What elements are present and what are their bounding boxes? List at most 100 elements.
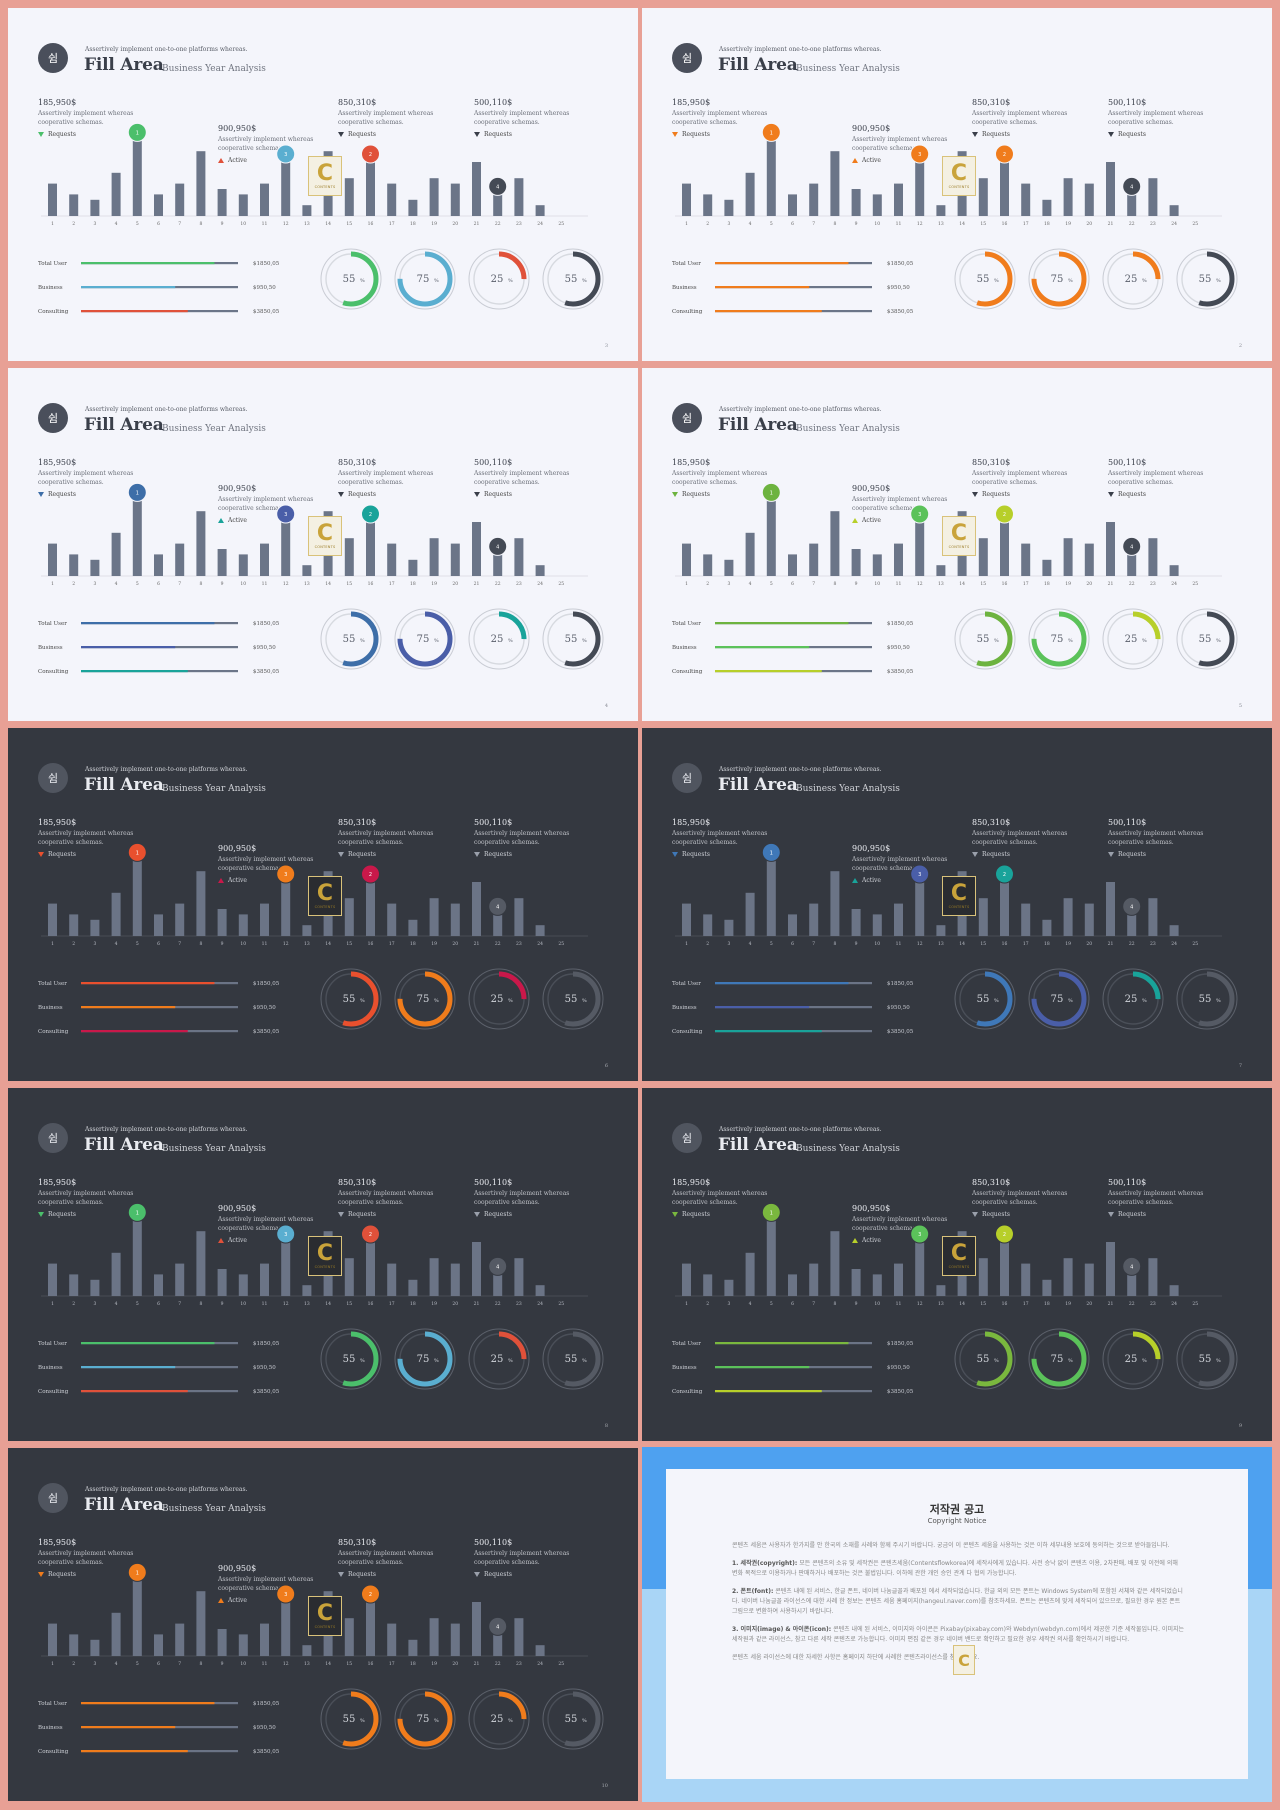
chart-bar-21 — [1106, 882, 1115, 936]
x-tick-label: 22 — [495, 1661, 501, 1667]
stat-tag-label: Requests — [682, 1211, 710, 1218]
progress-value: $950,50 — [887, 285, 910, 291]
chart-bar-1 — [48, 1623, 57, 1656]
stat-desc-line2: cooperative schemas. — [1108, 479, 1174, 486]
x-tick-label: 13 — [938, 941, 944, 947]
chart-bar-18 — [408, 919, 418, 936]
donut-value: 55 — [343, 634, 356, 645]
stat-value: 850,310$ — [972, 98, 1011, 107]
x-tick-label: 8 — [199, 221, 202, 227]
chart-bar-22 — [1127, 194, 1137, 216]
x-tick-label: 25 — [558, 581, 564, 587]
chart-marker-2 — [910, 1224, 930, 1244]
stat-value: 900,950$ — [852, 484, 891, 493]
chart-bar-11 — [894, 543, 903, 576]
x-tick-label: 12 — [917, 221, 923, 227]
stat-block-3: 850,310$ Assertively implement whereas coo… — [338, 458, 433, 499]
x-tick-label: 9 — [855, 941, 858, 947]
donut-value: 75 — [1051, 994, 1064, 1005]
stat-tag: Requests — [474, 1570, 569, 1579]
stat-block-2: 900,950$ Assertively implement whereas coo… — [218, 484, 313, 525]
x-tick-label: 1 — [51, 221, 54, 227]
stat-value: 900,950$ — [852, 124, 891, 133]
donut-value: 55 — [343, 1354, 356, 1365]
chart-bar-22 — [493, 194, 503, 216]
chart-bar-24 — [1169, 1285, 1179, 1296]
chart-bar-13 — [302, 1285, 312, 1296]
donut-value: 75 — [417, 994, 430, 1005]
chart-bar-11 — [894, 183, 903, 216]
donut-outer-ring — [542, 248, 604, 310]
chart-bar-15 — [344, 538, 354, 576]
page-number: 7 — [1238, 1063, 1242, 1069]
x-tick-label: 2 — [72, 1661, 75, 1667]
x-tick-label: 16 — [1002, 1301, 1008, 1307]
chart-bar-19 — [1063, 1258, 1073, 1296]
donut-arc — [957, 971, 1013, 1027]
stat-block-2: 900,950$ Assertively implement whereas coo… — [218, 844, 313, 885]
bar-chart: 1 2 3 4 5 6 7 8 9 10 11 12 13 14 15 16 17 18 19 20 21 22 23 24 2… — [672, 122, 1238, 315]
chart-bar-5 — [766, 500, 776, 576]
chart-marker-1 — [761, 842, 781, 862]
x-tick-label: 11 — [896, 221, 902, 227]
chart-bar-16 — [1000, 162, 1009, 216]
triangle-down-icon — [972, 492, 978, 497]
stat-block-1: 185,950$ Assertively implement whereas coo… — [672, 458, 767, 499]
copyright-paragraph-text: 콘텐츠 내에 된 서비스, 이미지와 아이콘은 Pixabay(pixabay.… — [732, 1626, 1185, 1643]
x-tick-label: 6 — [791, 941, 794, 947]
triangle-up-icon — [218, 1598, 224, 1603]
donut-value: 25 — [1125, 274, 1138, 285]
stat-value: 900,950$ — [218, 124, 257, 133]
progress-fill — [81, 646, 176, 649]
copyright-watermark-logo: C — [953, 1645, 975, 1675]
progress-fill — [81, 622, 215, 625]
donut-outer-ring — [1028, 248, 1090, 310]
donut-percent-sign: % — [360, 278, 365, 284]
x-tick-label: 10 — [240, 1301, 246, 1307]
x-tick-label: 21 — [474, 1661, 480, 1667]
stat-desc-line1: Assertively implement whereas — [38, 830, 134, 837]
x-tick-label: 11 — [896, 1301, 902, 1307]
chart-bar-18 — [408, 199, 418, 216]
stat-value: 850,310$ — [972, 818, 1011, 827]
progress-label: Business — [38, 1005, 63, 1011]
donut-arc — [323, 251, 379, 307]
x-tick-label: 14 — [959, 581, 965, 587]
progress-value: $950,50 — [253, 645, 276, 651]
x-tick-label: 1 — [51, 941, 54, 947]
x-tick-label: 20 — [452, 221, 458, 227]
chart-bar-6 — [788, 194, 797, 216]
progress-label: Business — [38, 1365, 63, 1371]
chart-bar-10 — [238, 1274, 248, 1296]
x-tick-label: 14 — [959, 1301, 965, 1307]
stat-desc-line2: cooperative schemas. — [38, 839, 104, 846]
x-tick-label: 11 — [262, 941, 268, 947]
chart-marker-3 — [361, 504, 380, 524]
x-tick-label: 19 — [1065, 581, 1071, 587]
donut-value: 75 — [417, 1714, 430, 1725]
stat-block-2: 900,950$ Assertively implement whereas coo… — [852, 844, 947, 885]
chart-bar-21 — [472, 882, 481, 936]
x-tick-label: 19 — [1065, 221, 1071, 227]
stat-tag-label: Requests — [48, 1571, 76, 1578]
x-tick-label: 3 — [93, 1301, 96, 1307]
donut-value: 55 — [565, 274, 578, 285]
x-tick-label: 14 — [325, 581, 331, 587]
slide-title: Fill Area — [718, 55, 798, 75]
x-tick-label: 1 — [685, 581, 688, 587]
chart-marker-1 — [127, 1202, 147, 1222]
x-tick-label: 24 — [537, 1661, 543, 1667]
stat-tag-label: Active — [228, 1237, 247, 1244]
chart-bar-13 — [936, 205, 946, 216]
chart-bar-8 — [196, 151, 206, 216]
copyright-paragraph: 1. 세작권(copyright): 모든 콘텐츠의 소유 및 세작권은 콘텐츠… — [732, 1559, 1184, 1579]
slide-8: 쉼 Assertively implement one-to-one platfo… — [642, 1088, 1272, 1441]
x-tick-label: 19 — [431, 221, 437, 227]
x-tick-label: 10 — [240, 1661, 246, 1667]
chart-bar-9 — [851, 909, 861, 936]
chart-marker-1 — [127, 122, 147, 142]
progress-value: $1850,05 — [253, 621, 280, 627]
x-tick-label: 23 — [1150, 221, 1156, 227]
slide-title-sub: Business Year Analysis — [162, 1144, 266, 1154]
x-tick-label: 22 — [1129, 221, 1135, 227]
